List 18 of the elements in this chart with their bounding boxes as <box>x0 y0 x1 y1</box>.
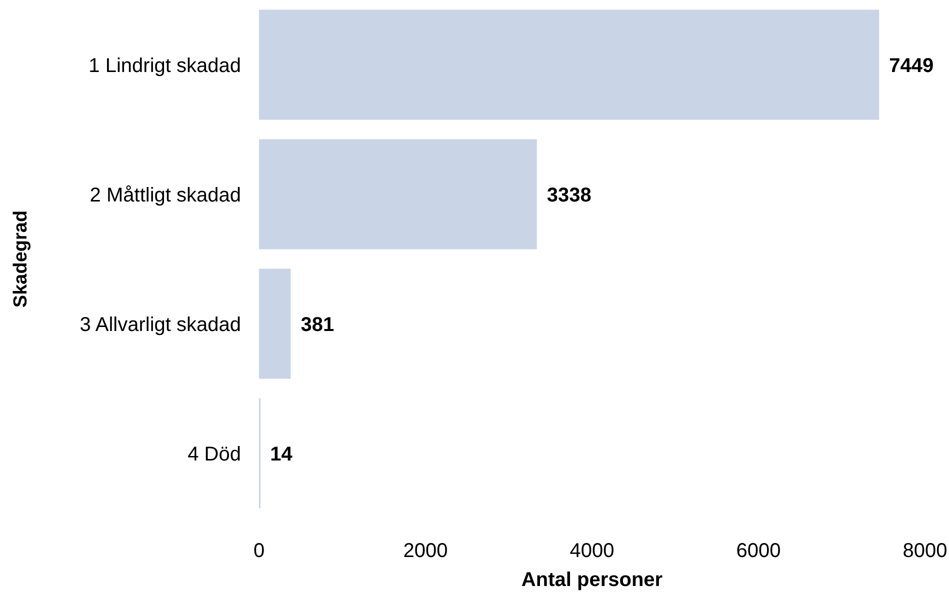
x-tick-label: 6000 <box>736 540 781 562</box>
y-tick-label: 4 Död <box>188 443 241 466</box>
x-axis-title: Antal personer <box>521 569 663 591</box>
data-label: 381 <box>300 314 334 336</box>
y-axis-title: Skadegrad <box>10 210 32 308</box>
y-tick-label: 3 Allvarligt skadad <box>80 314 241 336</box>
bar <box>259 139 537 250</box>
data-label: 14 <box>270 443 294 466</box>
x-tick-label: 8000 <box>902 540 948 562</box>
x-tick-label: 4000 <box>570 540 614 562</box>
bar <box>259 10 880 120</box>
bar <box>259 268 291 379</box>
x-tick-label: 2000 <box>403 540 448 562</box>
data-label: 3338 <box>546 184 592 206</box>
y-tick-label: 2 Måttligt skadad <box>90 184 241 206</box>
data-label: 7449 <box>889 54 934 77</box>
x-tick-label: 0 <box>253 540 265 562</box>
y-tick-label: 1 Lindrigt skadad <box>88 54 241 77</box>
